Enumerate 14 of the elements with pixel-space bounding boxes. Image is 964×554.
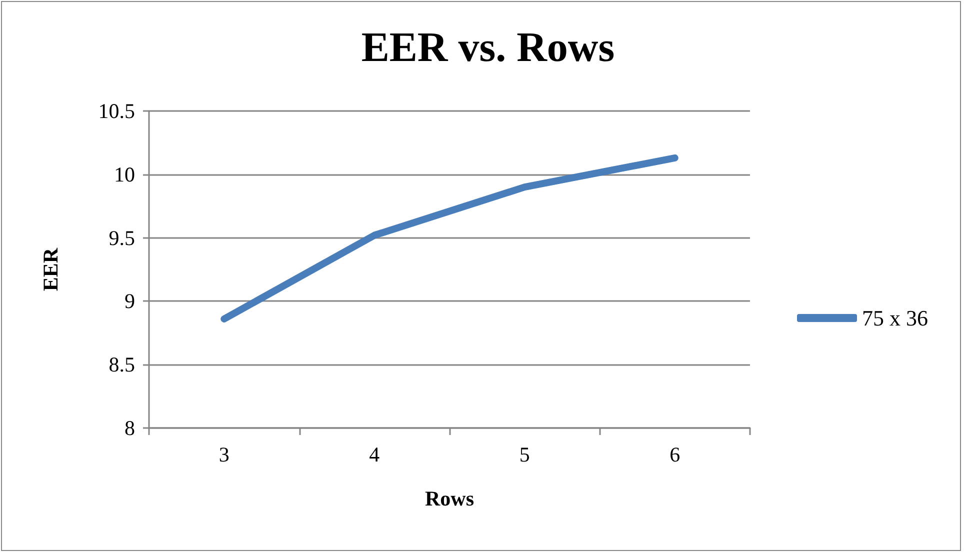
x-tick-label: 3 [218,442,230,466]
legend-label: 75 x 36 [862,306,928,330]
x-tick-label: 4 [369,442,380,466]
chart-title: EER vs. Rows [361,25,615,71]
y-tick-label: 9 [124,289,135,314]
x-axis-title: Rows [424,486,474,510]
y-tick-label: 10.5 [98,99,135,123]
y-tick-label: 10 [114,162,135,186]
y-tick-label: 8.5 [108,352,135,377]
y-tick-label: 8 [124,416,135,440]
x-tick-label: 5 [519,442,530,466]
y-tick-label: 9.5 [108,226,135,250]
x-tick-label: 6 [670,442,680,466]
y-axis-title: EER [38,247,62,292]
